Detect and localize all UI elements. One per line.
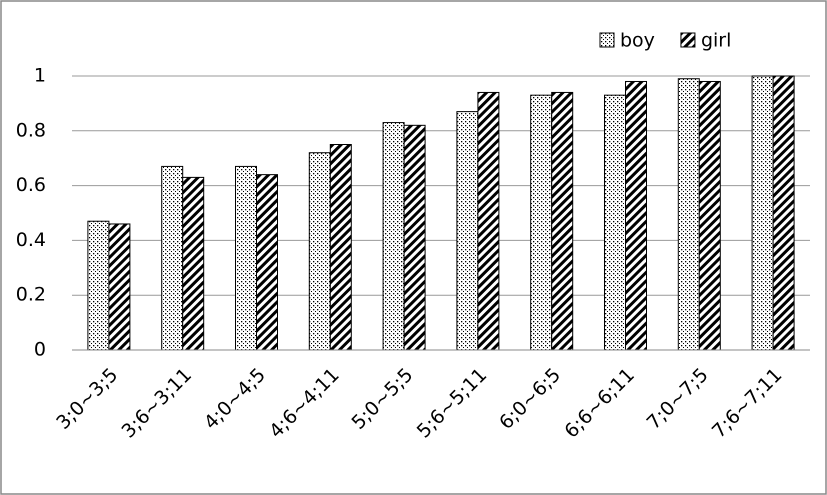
legend-swatch [680, 32, 696, 48]
bar [256, 174, 278, 351]
legend-label: girl [701, 30, 731, 52]
bar [108, 223, 131, 351]
bar [677, 78, 700, 351]
bar [751, 75, 774, 351]
bar [403, 124, 426, 351]
bar [530, 94, 553, 351]
bar [235, 165, 257, 351]
bar [625, 80, 647, 351]
bar [329, 144, 352, 351]
y-tick-label: 0 [34, 339, 46, 361]
bar [308, 152, 331, 351]
y-tick-label: 0.4 [16, 229, 46, 251]
bar [477, 91, 500, 351]
bar [456, 111, 479, 351]
bar [182, 176, 205, 351]
bar [772, 75, 795, 351]
y-tick-label: 1 [34, 65, 46, 87]
y-tick-label: 0.8 [16, 119, 46, 141]
y-tick-label: 0.6 [16, 174, 46, 196]
bar [161, 165, 184, 351]
y-tick-label: 0.2 [16, 284, 46, 306]
legend-label: boy [620, 30, 655, 52]
bar [698, 80, 721, 351]
bar [382, 122, 405, 351]
legend-swatch [599, 32, 615, 48]
bar [551, 91, 574, 351]
bar [604, 94, 626, 351]
bar [87, 220, 110, 351]
